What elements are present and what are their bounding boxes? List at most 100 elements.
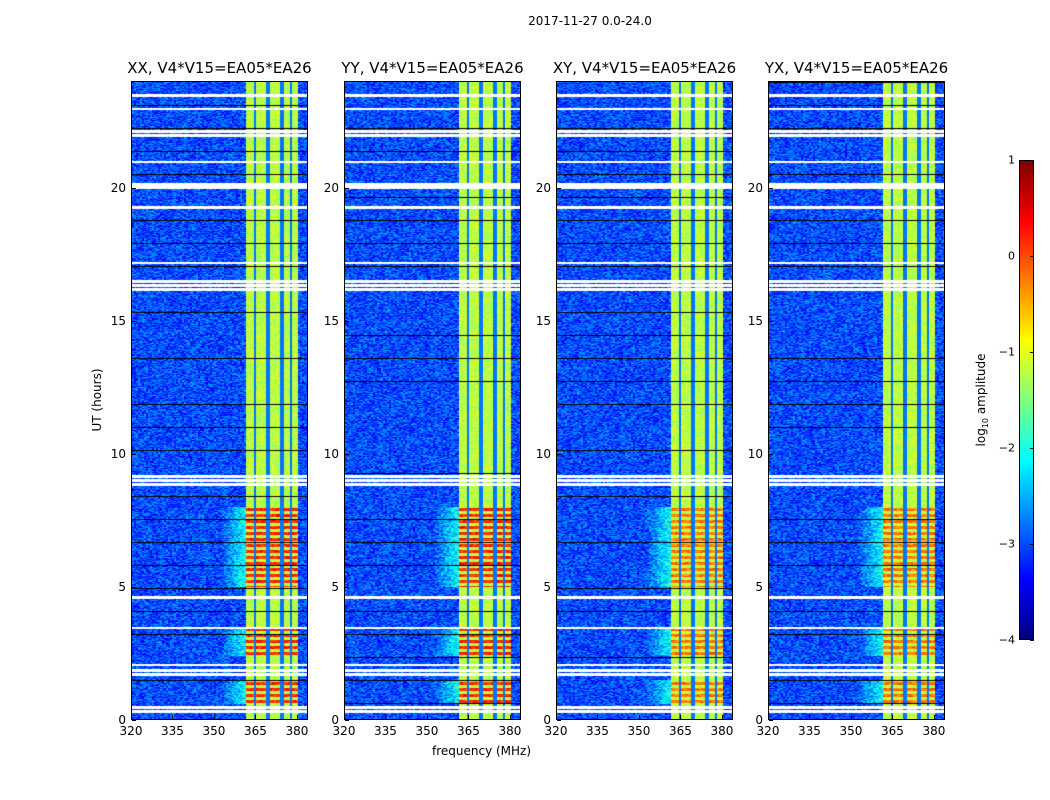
x-tick-label: 335 bbox=[374, 724, 397, 738]
x-tick-label: 350 bbox=[839, 724, 863, 738]
panel-title: YY, V4*V15=EA05*EA26 bbox=[341, 59, 524, 77]
y-tick-mark bbox=[132, 586, 136, 588]
y-tick-label: 10 bbox=[110, 446, 126, 461]
x-tick-label: 365 bbox=[457, 724, 480, 738]
x-tick-mark bbox=[255, 715, 257, 719]
y-tick-label: 10 bbox=[535, 446, 551, 461]
y-tick-mark bbox=[769, 720, 773, 721]
colorbar-tick-mark bbox=[1030, 544, 1034, 545]
x-tick-label: 365 bbox=[244, 724, 267, 738]
heatmap-image bbox=[557, 82, 732, 719]
x-tick-mark bbox=[721, 715, 723, 719]
x-tick-label: 335 bbox=[586, 724, 609, 738]
colorbar-tick-label: −4 bbox=[998, 633, 1015, 647]
y-tick-label: 20 bbox=[747, 180, 763, 195]
colorbar-tick-label: −2 bbox=[998, 441, 1015, 455]
x-tick-label: 335 bbox=[161, 724, 184, 738]
colorbar-tick-mark bbox=[1030, 160, 1034, 161]
y-tick-label: 0 bbox=[543, 713, 551, 727]
x-tick-label: 320 bbox=[544, 724, 568, 738]
heatmap-image bbox=[345, 82, 520, 719]
y-tick-mark bbox=[345, 720, 349, 721]
y-tick-mark bbox=[345, 187, 349, 189]
heatmap-panel-2 bbox=[344, 81, 521, 720]
x-tick-mark bbox=[213, 715, 215, 719]
heatmap-image bbox=[132, 82, 307, 719]
colorbar-label-suffix: amplitude bbox=[973, 353, 988, 418]
y-tick-label: 15 bbox=[110, 313, 126, 328]
y-tick-label: 5 bbox=[755, 579, 763, 594]
heatmap-panel-3 bbox=[556, 81, 733, 720]
y-tick-label: 15 bbox=[535, 313, 551, 328]
y-tick-mark bbox=[557, 187, 561, 189]
x-tick-label: 335 bbox=[798, 724, 821, 738]
colorbar-tick-label: −3 bbox=[998, 537, 1015, 551]
x-tick-mark bbox=[509, 715, 511, 719]
y-tick-mark bbox=[132, 720, 136, 721]
x-tick-mark bbox=[131, 715, 132, 719]
y-tick-mark bbox=[557, 320, 561, 322]
y-tick-label: 10 bbox=[747, 446, 763, 461]
x-tick-mark bbox=[172, 715, 174, 719]
colorbar-tick-mark bbox=[1030, 448, 1034, 449]
x-tick-label: 380 bbox=[498, 724, 522, 738]
x-tick-mark bbox=[556, 715, 557, 719]
y-tick-mark bbox=[132, 187, 136, 189]
y-tick-mark bbox=[132, 453, 136, 455]
y-tick-mark bbox=[769, 187, 773, 189]
y-tick-mark bbox=[769, 586, 773, 588]
y-tick-mark bbox=[345, 586, 349, 588]
x-tick-label: 380 bbox=[922, 724, 946, 738]
x-tick-mark bbox=[296, 715, 298, 719]
x-tick-label: 320 bbox=[332, 724, 356, 738]
y-tick-label: 15 bbox=[323, 313, 339, 328]
y-tick-label: 10 bbox=[323, 446, 339, 461]
x-tick-label: 365 bbox=[669, 724, 692, 738]
y-axis-label: UT (hours) bbox=[90, 368, 104, 432]
y-tick-label: 5 bbox=[543, 579, 551, 594]
x-tick-label: 320 bbox=[756, 724, 780, 738]
x-tick-mark bbox=[597, 715, 599, 719]
x-tick-label: 380 bbox=[285, 724, 309, 738]
heatmap-panel-4 bbox=[768, 81, 945, 720]
x-tick-mark bbox=[344, 715, 345, 719]
colorbar-tick-mark bbox=[1030, 640, 1034, 641]
x-tick-label: 380 bbox=[710, 724, 734, 738]
y-tick-label: 0 bbox=[331, 713, 339, 727]
y-tick-label: 5 bbox=[118, 579, 126, 594]
y-tick-label: 20 bbox=[110, 180, 126, 195]
panel-title: XX, V4*V15=EA05*EA26 bbox=[127, 59, 312, 77]
x-tick-mark bbox=[426, 715, 428, 719]
x-tick-mark bbox=[680, 715, 682, 719]
y-tick-mark bbox=[557, 720, 561, 721]
heatmap-image bbox=[769, 82, 944, 719]
x-tick-label: 365 bbox=[881, 724, 904, 738]
y-tick-label: 20 bbox=[323, 180, 339, 195]
x-tick-mark bbox=[638, 715, 640, 719]
colorbar-tick-label: 0 bbox=[1008, 249, 1015, 263]
x-tick-label: 320 bbox=[119, 724, 143, 738]
y-tick-mark bbox=[769, 320, 773, 322]
x-tick-mark bbox=[850, 715, 852, 719]
colorbar-label-subscript: 10 bbox=[981, 417, 991, 429]
y-tick-mark bbox=[769, 453, 773, 455]
colorbar-tick-mark bbox=[1030, 256, 1034, 257]
colorbar-label-prefix: log bbox=[973, 428, 988, 447]
x-tick-mark bbox=[809, 715, 811, 719]
colorbar-tick-label: −1 bbox=[998, 345, 1015, 359]
y-tick-mark bbox=[132, 320, 136, 322]
y-tick-label: 20 bbox=[535, 180, 551, 195]
colorbar-tick-label: 1 bbox=[1008, 153, 1015, 167]
colorbar-label: log10 amplitude bbox=[974, 354, 990, 447]
panel-title: YX, V4*V15=EA05*EA26 bbox=[764, 59, 949, 77]
y-tick-mark bbox=[557, 586, 561, 588]
x-tick-label: 350 bbox=[415, 724, 439, 738]
x-tick-mark bbox=[768, 715, 769, 719]
y-tick-label: 0 bbox=[118, 713, 126, 727]
x-axis-label: frequency (MHz) bbox=[432, 744, 532, 758]
y-tick-label: 0 bbox=[755, 713, 763, 727]
y-tick-mark bbox=[557, 453, 561, 455]
colorbar-tick-mark bbox=[1030, 352, 1034, 353]
x-tick-mark bbox=[892, 715, 894, 719]
